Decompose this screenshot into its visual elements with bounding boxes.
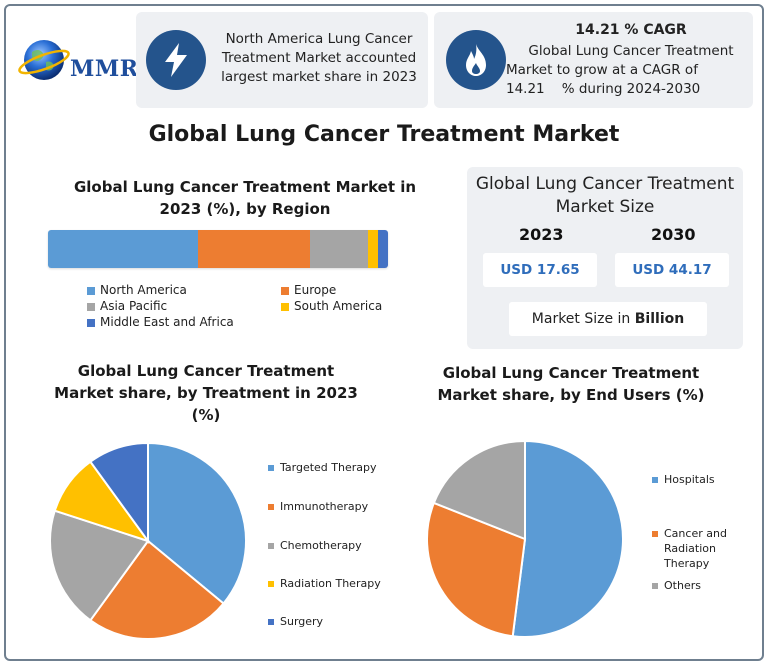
legend-swatch [652, 531, 658, 537]
legend-label: South America [294, 299, 383, 313]
legend-swatch [281, 286, 289, 295]
pie-slice-cancer-and-radiation-therapy [426, 501, 527, 638]
mmr-logo: MMR [18, 36, 138, 94]
region-title-line1: Global Lung Cancer Treatment Market in [73, 178, 417, 196]
legend-label: Chemotherapy [280, 539, 362, 552]
market-size-title-line2: Market Size [555, 197, 655, 217]
legend-label: Radiation [664, 542, 716, 555]
end-users-title-line1: Global Lung Cancer Treatment [442, 364, 700, 382]
legend-swatch [268, 504, 274, 510]
legend-item-immunotherapy: Immunotherapy [268, 499, 368, 514]
legend-label: Cancer and [664, 527, 727, 540]
legend-label: Radiation Therapy [280, 577, 381, 590]
unit-prefix: Market Size in [531, 311, 635, 327]
main-title: Global Lung Cancer Treatment Market [148, 122, 620, 147]
value-2030: USD 44.17 [615, 253, 729, 287]
market-size-unit: Market Size in Billion [509, 302, 707, 336]
treatment-pie-chart [49, 441, 247, 640]
bar-segment-south-america [367, 230, 378, 268]
legend-swatch [281, 302, 289, 311]
legend-asia-pacific: Asia Pacific [87, 299, 167, 313]
pie-slice-immunotherapy [88, 539, 225, 640]
cagr-line2: Market to grow at a CAGR of 14.21 [506, 61, 748, 99]
legend-swatch [652, 583, 658, 589]
legend-item-chemotherapy: Chemotherapy [268, 538, 362, 553]
lightning-icon [146, 30, 206, 90]
legend-north-america: North America [87, 283, 187, 297]
pie-slice-chemotherapy [49, 509, 150, 622]
end-users-chart-title: Global Lung Cancer Treatment Market shar… [420, 362, 722, 406]
legend-label: Therapy [664, 557, 710, 570]
cagr-line2-value: 14.21 [506, 81, 545, 97]
legend-label: Hospitals [664, 473, 715, 486]
pie-slice-surgery [89, 441, 149, 545]
legend-swatch [652, 477, 658, 483]
legend-swatch [268, 543, 274, 549]
legend-label: Surgery [280, 615, 324, 628]
legend-label: Europe [294, 283, 337, 297]
region-title-line2: 2023 (%), by Region [159, 200, 331, 218]
legend-europe: Europe [281, 283, 336, 297]
legend-item-cancer-and-radiation-therapy: Cancer and Radiation Therapy [652, 526, 727, 571]
value-2023: USD 17.65 [483, 253, 597, 287]
legend-item-others: Others [652, 578, 701, 593]
market-size-title-line1: Global Lung Cancer Treatment [475, 174, 735, 194]
legend-swatch [87, 318, 95, 327]
legend-label: Others [664, 579, 701, 592]
market-size-title: Global Lung Cancer Treatment Market Size [467, 173, 743, 219]
cagr-heading: 14.21 % CAGR [575, 22, 687, 38]
highlight-card-cagr: 14.21 % CAGR Global Lung Cancer Treatmen… [434, 12, 753, 108]
end-users-pie-chart [426, 439, 624, 638]
legend-swatch [268, 465, 274, 471]
legend-item-radiation-therapy: Radiation Therapy [268, 576, 381, 591]
highlight-card-share: North America Lung Cancer Treatment Mark… [136, 12, 428, 108]
legend-label: North America [100, 283, 187, 297]
flame-icon [446, 30, 506, 90]
globe-icon [18, 40, 70, 80]
legend-swatch [268, 619, 274, 625]
cagr-line1: Global Lung Cancer Treatment [528, 43, 734, 59]
legend-label: Targeted Therapy [280, 461, 377, 474]
cagr-line3: % during 2024-2030 [561, 81, 701, 97]
region-stacked-bar [48, 230, 388, 268]
bar-segment-north-america [48, 230, 198, 268]
treatment-title-line2: Market share, by Treatment in 2023 [54, 384, 358, 402]
pie-slice-others [432, 439, 526, 541]
year-2023: 2023 [519, 225, 564, 244]
legend-label: Asia Pacific [100, 299, 168, 313]
legend-swatch [87, 302, 95, 311]
legend-swatch [87, 286, 95, 295]
bar-segment-asia-pacific [309, 230, 368, 268]
treatment-title-line3: (%) [191, 406, 221, 424]
legend-middle-east-africa: Middle East and Africa [87, 315, 234, 329]
treatment-chart-title: Global Lung Cancer Treatment Market shar… [40, 360, 372, 426]
unit-bold: Billion [634, 311, 685, 327]
pie-slice-hospitals [511, 439, 624, 638]
legend-item-hospitals: Hospitals [652, 472, 715, 487]
market-size-card: Global Lung Cancer Treatment Market Size… [467, 167, 743, 349]
legend-item-surgery: Surgery [268, 614, 323, 629]
pie-slice-targeted-therapy [147, 441, 247, 605]
year-2030: 2030 [651, 225, 696, 244]
legend-swatch [268, 581, 274, 587]
cagr-line2-text: Market to grow at a CAGR of [506, 62, 698, 78]
treatment-title-line1: Global Lung Cancer Treatment [77, 362, 335, 380]
legend-item-targeted-therapy: Targeted Therapy [268, 460, 377, 475]
end-users-title-line2: Market share, by End Users (%) [437, 386, 705, 404]
bar-segment-europe [197, 230, 310, 268]
legend-label: Middle East and Africa [100, 315, 234, 329]
logo-text: MMR [70, 56, 139, 82]
legend-label: Immunotherapy [280, 500, 369, 513]
region-chart-title: Global Lung Cancer Treatment Market in 2… [60, 176, 430, 220]
bar-segment-middle-east-and-africa [377, 230, 388, 268]
legend-south-america: South America [281, 299, 382, 313]
highlight-share-text: North America Lung Cancer Treatment Mark… [221, 31, 417, 85]
